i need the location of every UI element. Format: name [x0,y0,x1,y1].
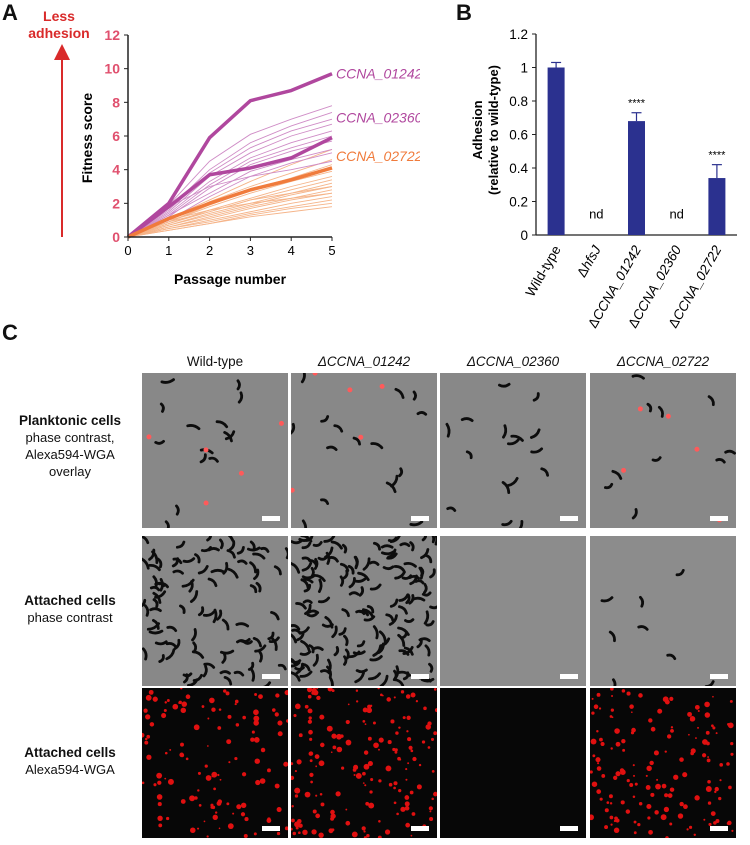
row-title: Attached cells [24,593,116,608]
column-header-ccna-02360: ΔCCNA_02360 [466,354,560,369]
annotation-line-1: Less [43,8,75,24]
micrograph [291,536,437,686]
y-tick-label: 4 [112,162,120,178]
row-sub-1: Alexa594-WGA [25,762,115,777]
scale-bar [411,516,429,521]
micrograph [590,373,736,528]
row-sub-1: phase contrast, [25,430,115,445]
y-axis-title: Fitness score [79,93,95,183]
x-tick-label: 5 [328,243,335,258]
thin-orange-line [127,206,333,238]
x-tick-label: 4 [288,243,295,258]
panel-a-letter: A [2,0,18,25]
micrograph [440,688,586,838]
series-line-ccna-02360 [126,136,333,239]
series-label: CCNA_01242 [336,66,420,82]
y-tick-label: 0.2 [509,195,528,210]
thin-orange-line [127,186,333,238]
bar [547,67,565,235]
row-label-planktonic: Planktonic cells phase contrast, Alexa59… [4,412,136,480]
y-tick-label: 12 [104,27,120,43]
thin-magenta-line [127,149,333,238]
category-label: Wild-type [523,243,564,299]
scale-bar [262,826,280,831]
micrograph [590,536,736,686]
less-adhesion-annotation: Less adhesion [18,8,100,42]
y-tick-label: 0.6 [509,128,528,143]
series-line-ccna-01242 [126,72,333,239]
series-label: CCNA_02722 [336,148,420,164]
scale-bar [710,516,728,521]
y-tick-label: 8 [112,94,120,110]
scale-bar [560,516,578,521]
bar [708,178,726,235]
y-tick-label: 10 [104,61,120,77]
thin-orange-line [127,192,333,238]
bar-annotation: **** [628,98,646,110]
row-sub-2: Alexa594-WGA [25,447,115,462]
micrograph [142,688,288,838]
micrograph [291,688,437,838]
y-tick-label: 0 [112,229,120,245]
thin-orange-line [127,186,333,238]
scale-bar [411,826,429,831]
thin-magenta-line [127,123,333,238]
column-header-wild-type: Wild-type [186,354,244,369]
y-axis-title-line-2: (relative to wild-type) [486,65,501,195]
row-sub-3: overlay [49,464,91,479]
x-tick-label: 3 [247,243,254,258]
micrograph [291,373,437,528]
row-title: Planktonic cells [18,413,122,428]
x-tick-label: 1 [165,243,172,258]
thin-orange-line [127,199,333,238]
micrograph [142,373,288,528]
y-tick-label: 6 [112,128,120,144]
series-label: CCNA_02360 [336,110,420,126]
y-tick-label: 1 [520,61,528,76]
micrograph [142,536,288,686]
annotation-line-2: adhesion [28,25,90,41]
scale-bar [560,826,578,831]
bar-annotation: nd [589,206,603,221]
x-tick-label: 2 [206,243,213,258]
panel-c-letter: C [2,320,18,345]
scale-bar [710,826,728,831]
micrograph [590,688,736,838]
bar-annotation: **** [708,150,726,162]
scale-bar [560,674,578,679]
micrograph [440,373,586,528]
y-tick-label: 2 [112,195,120,211]
scale-bar [710,674,728,679]
thin-magenta-line [127,118,333,238]
x-axis-title: Passage number [174,271,287,287]
bar [628,121,645,235]
column-header-ccna-01242: ΔCCNA_01242 [317,354,411,369]
bar-annotation: nd [669,206,683,221]
y-tick-label: 1.2 [509,27,528,42]
scale-bar [411,674,429,679]
row-title: Attached cells [24,745,116,760]
x-tick-label: 0 [124,243,131,258]
column-header-ccna-02722: ΔCCNA_02722 [616,354,710,369]
y-tick-label: 0.8 [509,94,528,109]
scale-bar [262,674,280,679]
panel-b-letter: B [456,0,472,25]
adhesion-chart: nd **** nd **** 0 0.2 0.4 0.6 0.8 1 1.2 Wild-type… [470,27,737,330]
row-label-attached-phase: Attached cells phase contrast [4,592,136,626]
micrograph [440,536,586,686]
row-sub-1: phase contrast [27,610,113,625]
category-label: ΔhfsJ [574,243,604,280]
row-label-attached-wga: Attached cells Alexa594-WGA [4,744,136,778]
scale-bar [262,516,280,521]
y-tick-label: 0.4 [509,161,528,176]
y-axis-title-line-1: Adhesion [470,100,485,159]
y-tick-label: 0 [520,228,528,243]
series-line-ccna-02722 [127,166,333,239]
